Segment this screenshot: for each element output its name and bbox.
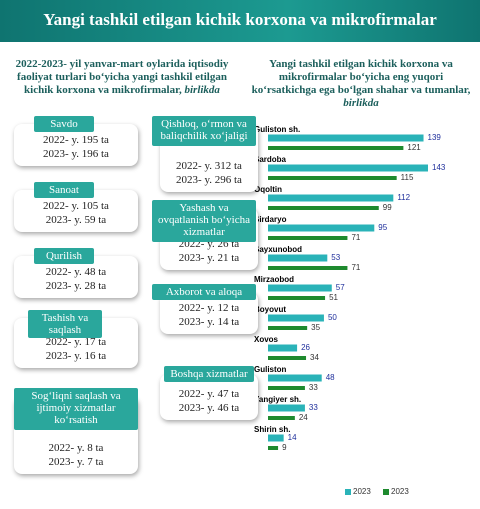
card-line: 2022- y. 195 ta: [43, 134, 109, 146]
value-label: 95: [378, 223, 387, 232]
card-label: Boshqa xizmatlar: [164, 366, 254, 382]
card-line: 2023- y. 21 ta: [178, 252, 240, 264]
card-line: 2022- y. 17 ta: [45, 336, 107, 348]
card-label: Axborot va aloqa: [152, 284, 256, 300]
card-line: 2023- y. 28 ta: [45, 280, 107, 292]
left-title: 2022-2023- yil yanvar-mart oylarida iqti…: [8, 58, 236, 97]
page-title: Yangi tashkil etilgan kichik korxona va …: [43, 10, 437, 29]
banner: Yangi tashkil etilgan kichik korxona va …: [0, 0, 480, 42]
bar: [268, 446, 279, 450]
category-label: Guliston sh.: [254, 125, 300, 134]
category-label: Shirin sh.: [254, 425, 290, 434]
bar: [268, 374, 322, 382]
value-label: 99: [383, 203, 392, 212]
bar: [268, 134, 424, 142]
value-label: 50: [328, 313, 337, 322]
chart-title-text: Yangi tashkil etilgan kichik korxona va …: [251, 58, 471, 96]
value-label: 33: [309, 403, 318, 412]
bar: [268, 164, 428, 172]
card-line: 2023- y. 7 ta: [48, 456, 104, 468]
category-label: Mirzaobod: [254, 275, 294, 284]
card-line: 2022- y. 12 ta: [178, 302, 240, 314]
bar: [268, 236, 348, 240]
bar: [268, 176, 397, 180]
chart-title-unit: birlikda: [343, 97, 379, 109]
value-label: 35: [311, 323, 320, 332]
card-line: 2023- y. 296 ta: [176, 174, 242, 186]
legend-label: 2023: [353, 487, 371, 496]
card-line: 2022- y. 8 ta: [48, 442, 104, 454]
card-line: 2022- y. 48 ta: [45, 266, 107, 278]
card-label: Tashish va saqlash: [28, 310, 102, 338]
category-label: Boyovut: [254, 305, 286, 314]
left-title-text: 2022-2023- yil yanvar-mart oylarida iqti…: [15, 58, 229, 96]
bar: [268, 404, 305, 412]
value-label: 112: [397, 193, 410, 202]
card-line: 2023- y. 16 ta: [45, 350, 107, 362]
bar: [268, 386, 305, 390]
value-label: 57: [336, 283, 345, 292]
value-label: 115: [401, 173, 414, 182]
category-label: Guliston: [254, 365, 287, 374]
value-label: 26: [301, 343, 310, 352]
bar: [268, 416, 295, 420]
value-label: 48: [326, 373, 335, 382]
bar: [268, 434, 284, 442]
category-label: Oqoltin: [254, 185, 282, 194]
value-label: 71: [351, 263, 360, 272]
bar: [268, 284, 332, 292]
card-line: 2022- y. 105 ta: [43, 200, 109, 212]
value-label: 53: [331, 253, 340, 262]
value-label: 33: [309, 383, 318, 392]
bar: [268, 254, 328, 262]
legend-label: 2023: [391, 487, 409, 496]
card-line: 2023- y. 46 ta: [178, 402, 240, 414]
card-label: Sanoat: [34, 182, 94, 198]
card-line: 2023- y. 59 ta: [45, 214, 107, 226]
value-label: 14: [288, 433, 297, 442]
category-label: Xovos: [254, 335, 279, 344]
card-line: 2023- y. 14 ta: [178, 316, 240, 328]
category-label: Sayxunobod: [254, 245, 302, 254]
value-label: 24: [299, 413, 308, 422]
card-line: 2023- y. 196 ta: [43, 148, 109, 160]
bar: [268, 344, 298, 352]
value-label: 34: [310, 353, 319, 362]
card-label: Savdo: [34, 116, 94, 132]
legend-swatch: [383, 489, 389, 495]
card-label: Qishloq, o‘rmon va baliqchilik xo‘jaligi: [152, 116, 256, 146]
category-label: Yangiyer sh.: [254, 395, 301, 404]
category-label: Sardoba: [254, 155, 287, 164]
bar: [268, 194, 394, 202]
left-title-unit: birlikda: [184, 84, 220, 96]
bar: [268, 266, 348, 270]
value-label: 139: [428, 133, 442, 142]
card-label: Yashash va ovqatlanish bo‘yicha xizmatla…: [152, 200, 256, 242]
card-line: 2022- y. 312 ta: [176, 160, 242, 172]
bar: [268, 326, 308, 330]
card-line: 2022- y. 47 ta: [178, 388, 240, 400]
bar: [268, 314, 324, 322]
value-label: 71: [351, 233, 360, 242]
value-label: 121: [407, 143, 421, 152]
value-label: 143: [432, 163, 446, 172]
bar: [268, 356, 307, 360]
category-label: Sirdaryo: [254, 215, 287, 224]
bar: [268, 224, 375, 232]
value-label: 51: [329, 293, 338, 302]
chart-title: Yangi tashkil etilgan kichik korxona va …: [250, 58, 472, 110]
card-label: Qurilish: [34, 248, 94, 264]
card-label: Sog‘liqni saqlash va ijtimoiy xizmatlar …: [14, 388, 138, 430]
value-label: 9: [282, 443, 287, 452]
legend-swatch: [345, 489, 351, 495]
bar: [268, 146, 404, 150]
bar: [268, 206, 379, 210]
bar: [268, 296, 326, 300]
